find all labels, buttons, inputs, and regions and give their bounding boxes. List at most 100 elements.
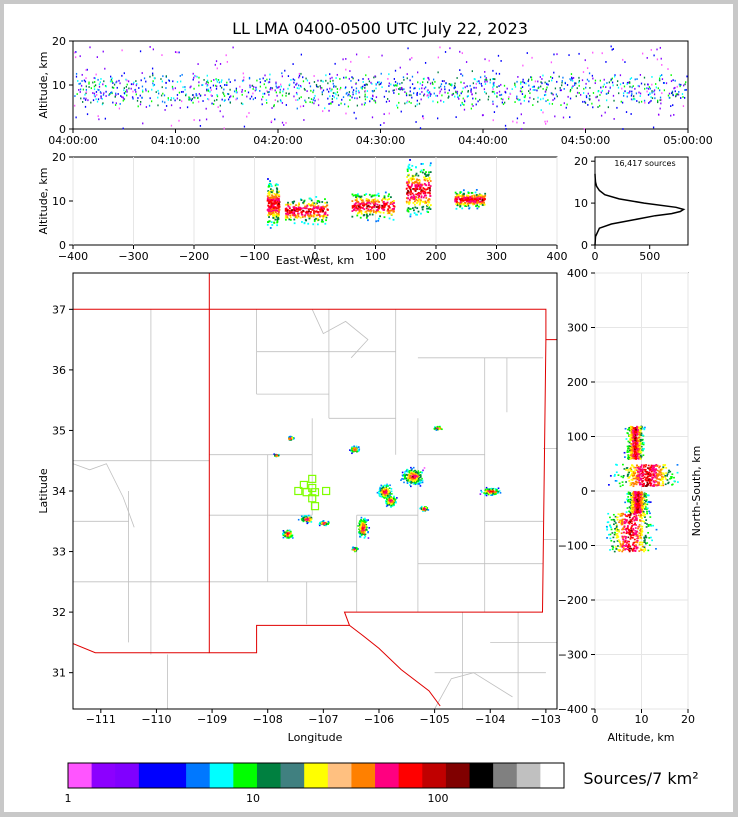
source-point xyxy=(542,111,544,114)
source-point xyxy=(93,88,96,91)
source-point xyxy=(309,208,312,210)
source-point xyxy=(639,440,642,442)
source-point xyxy=(646,471,648,473)
source-point xyxy=(230,95,232,98)
source-point xyxy=(418,203,421,206)
source-point xyxy=(437,71,439,74)
source-point xyxy=(267,221,269,224)
source-point xyxy=(383,495,385,498)
source-point xyxy=(111,80,113,83)
source-point xyxy=(630,457,633,460)
source-point xyxy=(422,168,425,171)
source-point xyxy=(364,211,367,214)
source-point xyxy=(379,211,382,214)
source-point xyxy=(361,522,363,524)
source-point xyxy=(508,96,510,98)
source-point xyxy=(270,86,272,89)
source-point xyxy=(458,94,461,97)
source-point xyxy=(533,85,535,88)
source-point xyxy=(656,473,659,475)
source-point xyxy=(622,82,624,84)
source-point xyxy=(479,493,482,495)
source-point xyxy=(414,87,416,90)
source-point xyxy=(385,490,388,493)
source-point xyxy=(415,172,418,175)
source-point xyxy=(282,536,285,539)
source-point xyxy=(262,92,264,95)
source-point xyxy=(420,481,423,484)
source-point xyxy=(483,492,485,494)
source-point xyxy=(123,87,125,90)
source-point xyxy=(624,61,626,63)
source-point xyxy=(401,474,404,477)
source-point xyxy=(216,67,218,70)
source-point xyxy=(410,480,412,483)
source-point xyxy=(334,92,336,95)
source-point xyxy=(647,464,650,467)
source-point xyxy=(522,78,524,81)
source-point xyxy=(324,212,327,215)
source-point xyxy=(386,498,388,501)
source-point xyxy=(389,491,391,494)
source-point xyxy=(660,57,662,60)
source-point xyxy=(419,93,421,95)
source-point xyxy=(413,209,415,212)
source-point xyxy=(225,54,227,57)
source-point xyxy=(391,200,394,203)
source-point xyxy=(573,84,576,86)
source-point xyxy=(364,523,366,526)
source-point xyxy=(246,115,248,118)
source-point xyxy=(331,76,333,79)
source-point xyxy=(632,454,635,456)
source-point xyxy=(302,201,304,204)
source-point xyxy=(683,84,685,87)
source-point xyxy=(570,73,573,75)
source-point xyxy=(424,173,427,176)
source-point xyxy=(379,83,382,85)
source-point xyxy=(381,487,384,489)
source-point xyxy=(268,197,271,200)
source-point xyxy=(639,451,642,454)
source-point xyxy=(161,86,163,89)
source-point xyxy=(631,93,633,95)
source-point xyxy=(318,524,321,527)
source-point xyxy=(632,471,635,474)
source-point xyxy=(425,171,427,173)
source-point xyxy=(638,448,641,451)
source-point xyxy=(365,216,368,219)
source-point xyxy=(95,98,97,101)
source-point xyxy=(402,76,405,79)
source-point xyxy=(456,91,458,94)
source-point xyxy=(492,103,494,106)
source-point xyxy=(111,91,113,94)
source-point xyxy=(406,478,409,480)
source-point xyxy=(326,208,329,211)
source-point xyxy=(313,214,316,217)
source-point xyxy=(469,197,472,199)
source-point xyxy=(241,89,243,91)
source-point xyxy=(363,203,366,206)
source-point xyxy=(392,200,395,202)
source-point xyxy=(649,101,651,103)
source-point xyxy=(310,518,313,520)
source-point xyxy=(139,50,142,53)
time-axis-tick-label: 04:10:00 xyxy=(151,134,200,147)
source-point xyxy=(480,194,483,197)
source-point xyxy=(646,475,649,478)
source-point xyxy=(493,92,496,95)
source-point xyxy=(646,472,649,474)
source-point xyxy=(389,498,391,500)
histogram-y-tick-label: 10 xyxy=(574,197,588,210)
source-point xyxy=(357,207,359,210)
source-point xyxy=(667,68,669,70)
source-point xyxy=(286,211,289,214)
source-point xyxy=(409,479,411,481)
source-point xyxy=(199,94,202,97)
source-point xyxy=(474,97,477,100)
source-point xyxy=(485,494,488,497)
source-point xyxy=(384,484,387,487)
source-point xyxy=(632,85,634,87)
source-point xyxy=(385,203,388,206)
source-point xyxy=(527,80,529,83)
source-point xyxy=(320,220,323,223)
